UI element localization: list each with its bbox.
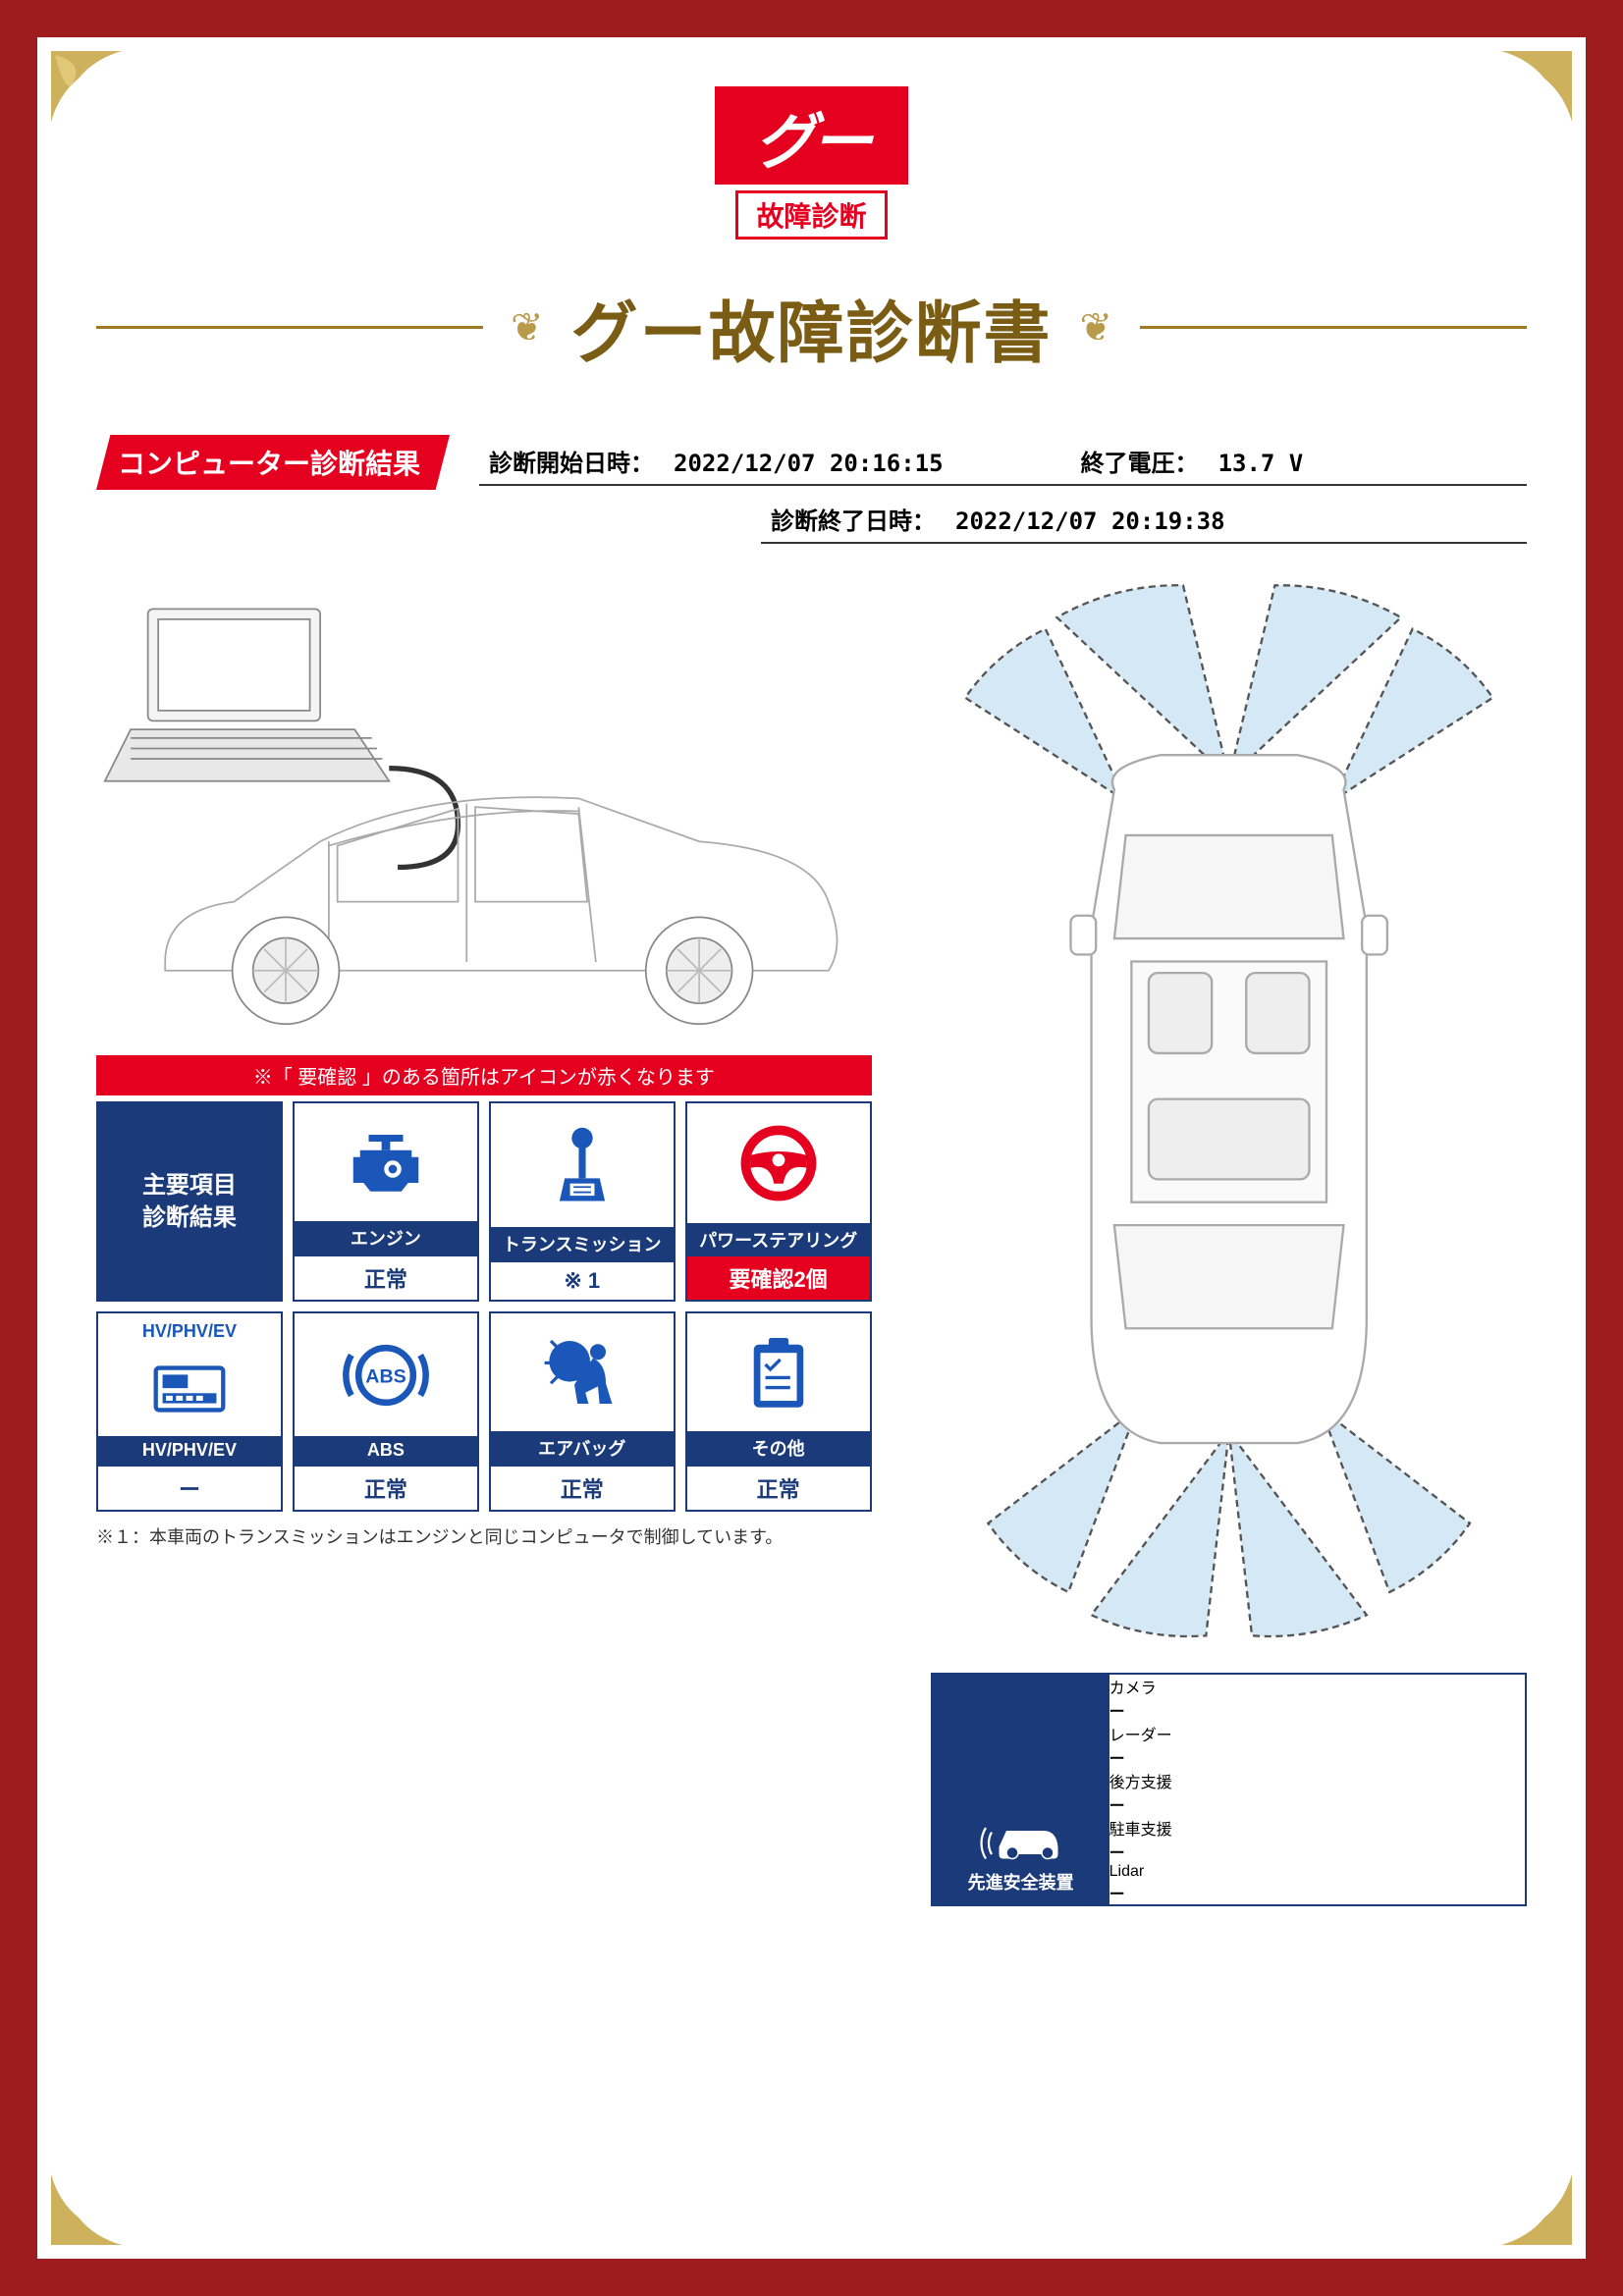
safety-label-2: 後方支援 bbox=[1109, 1769, 1525, 1792]
grid-header: 主要項目 診断結果 bbox=[96, 1101, 283, 1302]
cell-engine: エンジン 正常 bbox=[293, 1101, 479, 1302]
cell-abs: ABS ABS 正常 bbox=[293, 1311, 479, 1512]
end-value: 2022/12/07 20:19:38 bbox=[955, 507, 1225, 535]
title-line-right bbox=[1140, 326, 1527, 329]
other-label: その他 bbox=[687, 1431, 870, 1465]
safety-header-cell: 先進安全装置 bbox=[933, 1675, 1109, 1904]
safety-header-text: 先進安全装置 bbox=[968, 1869, 1074, 1895]
volt-label: 終了電圧： bbox=[1081, 444, 1199, 478]
hv-icon bbox=[141, 1342, 238, 1436]
other-status: 正常 bbox=[687, 1465, 870, 1510]
start-label: 診断開始日時： bbox=[489, 444, 654, 478]
diagram-row: ※「 要確認 」のある箇所はアイコンが赤くなります 主要項目 診断結果 エンジン… bbox=[96, 583, 1527, 1906]
flourish-left: ❦ bbox=[503, 305, 552, 350]
airbag-status: 正常 bbox=[491, 1465, 674, 1510]
safety-label-1: レーダー bbox=[1109, 1722, 1525, 1745]
section-header: コンピューター診断結果 診断開始日時： 2022/12/07 20:16:15 … bbox=[96, 435, 1527, 490]
airbag-icon bbox=[539, 1313, 625, 1431]
safety-value-1: ー bbox=[1109, 1745, 1525, 1769]
diagram-right: 先進安全装置 カメラー レーダーー 後方支援ー 駐車支援ー Lidarー bbox=[931, 583, 1527, 1906]
page: グー 故障診断 ❦ グー故障診断書 ❦ コンピューター診断結果 診断開始日時： … bbox=[37, 37, 1586, 2259]
abs-status: 正常 bbox=[295, 1465, 477, 1510]
title-line-left bbox=[96, 326, 483, 329]
engine-label: エンジン bbox=[295, 1221, 477, 1255]
abs-label: ABS bbox=[295, 1436, 477, 1465]
diagram-left: ※「 要確認 」のある箇所はアイコンが赤くなります 主要項目 診断結果 エンジン… bbox=[96, 583, 872, 1906]
info-block: 診断開始日時： 2022/12/07 20:16:15 終了電圧： 13.7 V bbox=[479, 440, 1527, 486]
safety-table: 先進安全装置 カメラー レーダーー 後方支援ー 駐車支援ー Lidarー bbox=[931, 1673, 1527, 1906]
other-icon bbox=[740, 1313, 817, 1431]
info-row-2: 診断終了日時： 2022/12/07 20:19:38 bbox=[761, 498, 1527, 544]
corner-ornament-bl bbox=[47, 2170, 126, 2249]
hv-top-label: HV/PHV/EV bbox=[142, 1313, 237, 1342]
engine-icon bbox=[338, 1103, 434, 1221]
logo-brand: グー bbox=[715, 86, 907, 185]
title-row: ❦ グー故障診断書 ❦ bbox=[96, 279, 1527, 376]
end-label: 診断終了日時： bbox=[771, 502, 936, 536]
transmission-icon bbox=[549, 1103, 616, 1227]
corner-ornament-tl bbox=[47, 47, 126, 126]
corner-ornament-tr bbox=[1497, 47, 1576, 126]
safety-value-4: ー bbox=[1109, 1881, 1525, 1904]
safety-value-3: ー bbox=[1109, 1840, 1525, 1863]
abs-icon: ABS bbox=[338, 1313, 434, 1436]
airbag-label: エアバッグ bbox=[491, 1431, 674, 1465]
diagnostic-grid: 主要項目 診断結果 エンジン 正常 bbox=[96, 1101, 872, 1512]
section-tab: コンピューター診断結果 bbox=[96, 435, 450, 490]
car-laptop-diagram bbox=[96, 583, 872, 1031]
volt-value: 13.7 V bbox=[1218, 450, 1304, 477]
certificate-border: グー 故障診断 ❦ グー故障診断書 ❦ コンピューター診断結果 診断開始日時： … bbox=[0, 0, 1623, 2296]
flourish-right: ❦ bbox=[1072, 305, 1121, 350]
notice-bar: ※「 要確認 」のある箇所はアイコンが赤くなります bbox=[96, 1055, 872, 1095]
report-title: グー故障診断書 bbox=[571, 279, 1053, 376]
logo: グー 故障診断 bbox=[96, 86, 1527, 240]
safety-label-0: カメラ bbox=[1109, 1675, 1525, 1698]
transmission-status: ※ 1 bbox=[491, 1260, 674, 1300]
safety-rows: カメラー レーダーー 後方支援ー 駐車支援ー Lidarー bbox=[1109, 1675, 1525, 1904]
cell-other: その他 正常 bbox=[685, 1311, 872, 1512]
transmission-label: トランスミッション bbox=[491, 1227, 674, 1260]
steering-icon bbox=[735, 1103, 822, 1223]
car-sensor-icon bbox=[977, 1810, 1065, 1869]
cell-hv: HV/PHV/EV HV/PHV/EV ー bbox=[96, 1311, 283, 1512]
grid-header-text: 主要項目 診断結果 bbox=[142, 1169, 237, 1235]
safety-label-3: 駐車支援 bbox=[1109, 1816, 1525, 1840]
logo-sub: 故障診断 bbox=[735, 190, 887, 240]
hv-status: ー bbox=[98, 1465, 281, 1510]
steering-status: 要確認2個 bbox=[687, 1256, 870, 1300]
cell-power-steering: パワーステアリング 要確認2個 bbox=[685, 1101, 872, 1302]
safety-label-4: Lidar bbox=[1109, 1863, 1525, 1881]
start-value: 2022/12/07 20:16:15 bbox=[674, 450, 944, 477]
corner-ornament-br bbox=[1497, 2170, 1576, 2249]
footnote: ※１：本車両のトランスミッションはエンジンと同じコンピュータで制御しています。 bbox=[96, 1523, 872, 1549]
car-top-sensor-diagram bbox=[931, 583, 1527, 1638]
steering-label: パワーステアリング bbox=[687, 1223, 870, 1256]
hv-label: HV/PHV/EV bbox=[98, 1436, 281, 1465]
engine-status: 正常 bbox=[295, 1255, 477, 1300]
safety-value-2: ー bbox=[1109, 1792, 1525, 1816]
safety-value-0: ー bbox=[1109, 1698, 1525, 1722]
cell-airbag: エアバッグ 正常 bbox=[489, 1311, 676, 1512]
cell-transmission: トランスミッション ※ 1 bbox=[489, 1101, 676, 1302]
svg-text:ABS: ABS bbox=[365, 1365, 406, 1387]
